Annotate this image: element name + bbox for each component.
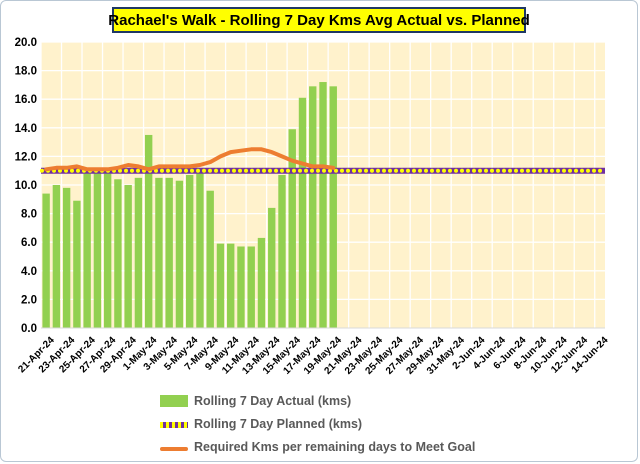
y-tick-label: 12.0	[15, 151, 37, 163]
y-tick-label: 14.0	[15, 123, 37, 135]
bar	[134, 177, 143, 328]
chart-title: Rachael's Walk - Rolling 7 Day Kms Avg A…	[108, 7, 530, 33]
bar	[319, 82, 327, 328]
bar	[83, 173, 91, 328]
bar	[165, 177, 173, 328]
bar	[216, 243, 225, 328]
bar	[298, 97, 307, 329]
y-tick-label: 10.0	[15, 180, 37, 192]
bar	[268, 207, 276, 328]
bar	[93, 172, 102, 328]
legend-swatch-actual	[160, 394, 188, 407]
legend-item-actual: Rolling 7 Day Actual (kms)	[160, 389, 475, 412]
y-tick-label: 6.0	[21, 237, 37, 249]
bar	[206, 190, 214, 328]
bar	[103, 173, 112, 328]
bar	[73, 200, 81, 328]
bar	[309, 86, 317, 328]
bar	[114, 179, 122, 328]
bar	[185, 174, 194, 328]
legend-label-planned: Rolling 7 Day Planned (kms)	[194, 416, 363, 431]
legend-item-planned: Rolling 7 Day Planned (kms)	[160, 412, 475, 435]
bar	[62, 187, 71, 328]
bar	[257, 237, 266, 328]
bar	[196, 173, 204, 328]
bar	[175, 180, 184, 328]
y-tick-label: 4.0	[21, 266, 37, 278]
bar	[227, 243, 235, 328]
legend-swatch-planned	[160, 422, 188, 428]
legend-swatch-required	[160, 446, 188, 451]
bar	[288, 129, 296, 328]
required-line	[44, 147, 336, 172]
bar	[237, 246, 245, 328]
legend-item-required: Required Kms per remaining days to Meet …	[160, 435, 475, 458]
bar	[42, 193, 50, 328]
y-tick-label: 0.0	[21, 323, 37, 335]
bar	[52, 185, 61, 328]
bar	[247, 246, 255, 328]
y-tick-label: 2.0	[21, 294, 37, 306]
bar	[278, 174, 286, 328]
y-tick-label: 8.0	[21, 209, 37, 221]
bar	[155, 177, 163, 328]
bar	[124, 185, 132, 328]
bar	[329, 86, 337, 328]
y-tick-label: 16.0	[15, 94, 37, 106]
y-tick-label: 20.0	[15, 37, 37, 49]
bar	[144, 134, 153, 328]
y-tick-label: 18.0	[15, 66, 37, 78]
legend-label-actual: Rolling 7 Day Actual (kms)	[194, 393, 352, 408]
legend: Rolling 7 Day Actual (kms) Rolling 7 Day…	[160, 389, 475, 458]
legend-label-required: Required Kms per remaining days to Meet …	[194, 439, 476, 454]
